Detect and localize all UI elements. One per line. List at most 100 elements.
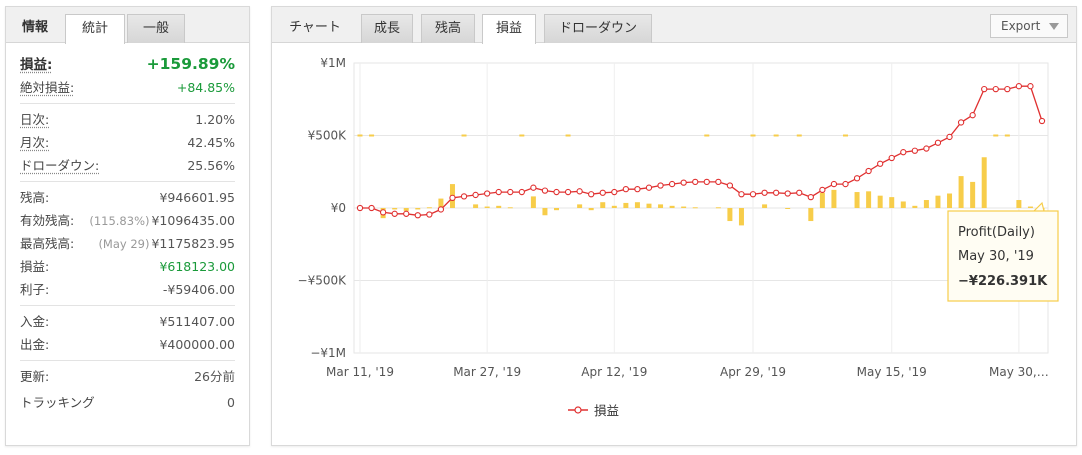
balance-row: 残高: ¥946601.95 <box>20 186 235 209</box>
profit-chart[interactable]: ¥1M ¥500K ¥0 −¥500K −¥1M Mar 11, '19 Mar 27, … <box>272 43 1078 446</box>
bar <box>1004 134 1010 137</box>
data-point <box>807 193 814 201</box>
data-point <box>379 209 387 216</box>
data-point <box>1027 83 1034 90</box>
bar <box>461 134 467 137</box>
bar <box>854 192 860 208</box>
data-point <box>553 188 560 196</box>
bar <box>542 208 548 216</box>
legend-marker-icon <box>574 406 582 414</box>
drawdown-value: 25.56% <box>187 158 235 173</box>
x-tick-label: May 30,… <box>989 365 1049 379</box>
chart-legend[interactable]: 損益 <box>568 403 619 418</box>
withdraw-row: 出金: ¥400000.00 <box>20 333 235 356</box>
bar <box>484 206 490 208</box>
tracking-value: 0 <box>227 395 235 410</box>
tab-growth[interactable]: 成長 <box>361 14 413 43</box>
tab-info[interactable]: 情報 <box>21 20 48 35</box>
drawdown-label[interactable]: ドローダウン: <box>20 158 100 173</box>
data-point <box>819 186 826 194</box>
bar <box>715 207 721 209</box>
high-balance-row: 最高残高: (May 29) ¥1175823.95 <box>20 232 235 255</box>
bar <box>692 207 698 209</box>
data-point <box>1015 83 1023 90</box>
data-point <box>588 191 595 198</box>
tooltip-pointer <box>1033 201 1045 212</box>
data-point <box>460 193 468 200</box>
tab-stats[interactable]: 統計 <box>65 14 125 44</box>
data-point <box>657 182 664 189</box>
bar <box>438 198 444 208</box>
bar <box>1027 206 1033 208</box>
tab-drawdown[interactable]: ドローダウン <box>544 14 652 43</box>
high-balance-date: (May 29) <box>98 237 150 251</box>
equity-percent: (115.83%) <box>89 214 150 228</box>
bar <box>681 206 687 208</box>
chart-tooltip: Profit(Daily) May 30, '19 −¥226.391K <box>947 201 1059 302</box>
left-tabs: 情報 統計 一般 <box>6 7 249 44</box>
tab-balance[interactable]: 残高 <box>421 14 475 43</box>
tab-general[interactable]: 一般 <box>127 14 185 43</box>
chart-tabs: チャート 成長 残高 損益 ドローダウン Export <box>272 7 1076 44</box>
tab-profit[interactable]: 損益 <box>482 14 536 44</box>
y-axis: ¥1M ¥500K ¥0 −¥500K −¥1M <box>298 56 348 360</box>
pl-row: 損益: ¥618123.00 <box>20 255 235 278</box>
profit-row: 損益: +159.89% <box>20 53 235 76</box>
y-tick-label: −¥1M <box>310 346 346 360</box>
bar <box>762 204 768 208</box>
data-point <box>888 154 895 162</box>
pl-value: ¥618123.00 <box>159 259 235 274</box>
updated-row: 更新: 26分前 <box>20 365 235 388</box>
bar <box>565 134 571 137</box>
data-point <box>784 190 791 197</box>
tooltip-box <box>947 210 1059 302</box>
bar <box>877 195 883 208</box>
bar <box>415 208 421 210</box>
data-point <box>599 189 606 196</box>
tooltip-value: −¥226.391K <box>958 274 1048 289</box>
data-point <box>518 188 525 196</box>
stats-section-meta: 更新: 26分前 トラッキング 0 <box>20 361 235 422</box>
bar <box>738 208 744 226</box>
chevron-down-icon <box>1049 23 1059 30</box>
data-point <box>611 188 618 196</box>
x-tick-label: Apr 29, '19 <box>720 365 786 379</box>
chart-grid <box>353 62 1049 354</box>
balance-label: 残高: <box>20 190 50 205</box>
high-balance-value: ¥1175823.95 <box>151 236 235 251</box>
x-tick-label: May 15, '19 <box>857 365 927 379</box>
deposit-value: ¥511407.00 <box>159 314 235 329</box>
bar <box>426 207 432 209</box>
interest-row: 利子: -¥59406.00 <box>20 278 235 301</box>
y-tick-label: −¥500K <box>298 274 348 288</box>
bar <box>554 208 560 211</box>
data-point <box>969 112 976 119</box>
abs-profit-label[interactable]: 絶対損益: <box>20 80 75 95</box>
bar <box>507 207 513 209</box>
stats-section-profit: 損益: +159.89% 絶対損益: +84.85% <box>20 43 235 104</box>
y-tick-label: ¥500K <box>308 129 348 143</box>
export-label: Export <box>1001 19 1041 33</box>
abs-profit-row: 絶対損益: +84.85% <box>20 76 235 99</box>
daily-label[interactable]: 日次: <box>20 112 50 127</box>
stats-section-deposits: 入金: ¥511407.00 出金: ¥400000.00 <box>20 306 235 361</box>
interest-label: 利子: <box>20 282 50 297</box>
bar <box>970 181 976 208</box>
abs-profit-value: +84.85% <box>176 80 235 95</box>
monthly-label[interactable]: 月次: <box>20 135 50 150</box>
bar <box>785 208 791 209</box>
bar <box>993 134 999 137</box>
bar <box>634 202 640 208</box>
bar <box>530 196 536 208</box>
export-button[interactable]: Export <box>990 14 1068 38</box>
data-point <box>484 190 491 197</box>
tooltip-date: May 30, '19 <box>958 249 1034 264</box>
tab-chart[interactable]: チャート <box>289 20 341 35</box>
data-point <box>680 179 687 186</box>
data-point <box>761 189 768 196</box>
bar <box>357 134 363 137</box>
data-point <box>530 184 537 191</box>
data-point <box>749 191 757 198</box>
data-point <box>507 188 514 196</box>
profit-label[interactable]: 損益: <box>20 57 53 73</box>
